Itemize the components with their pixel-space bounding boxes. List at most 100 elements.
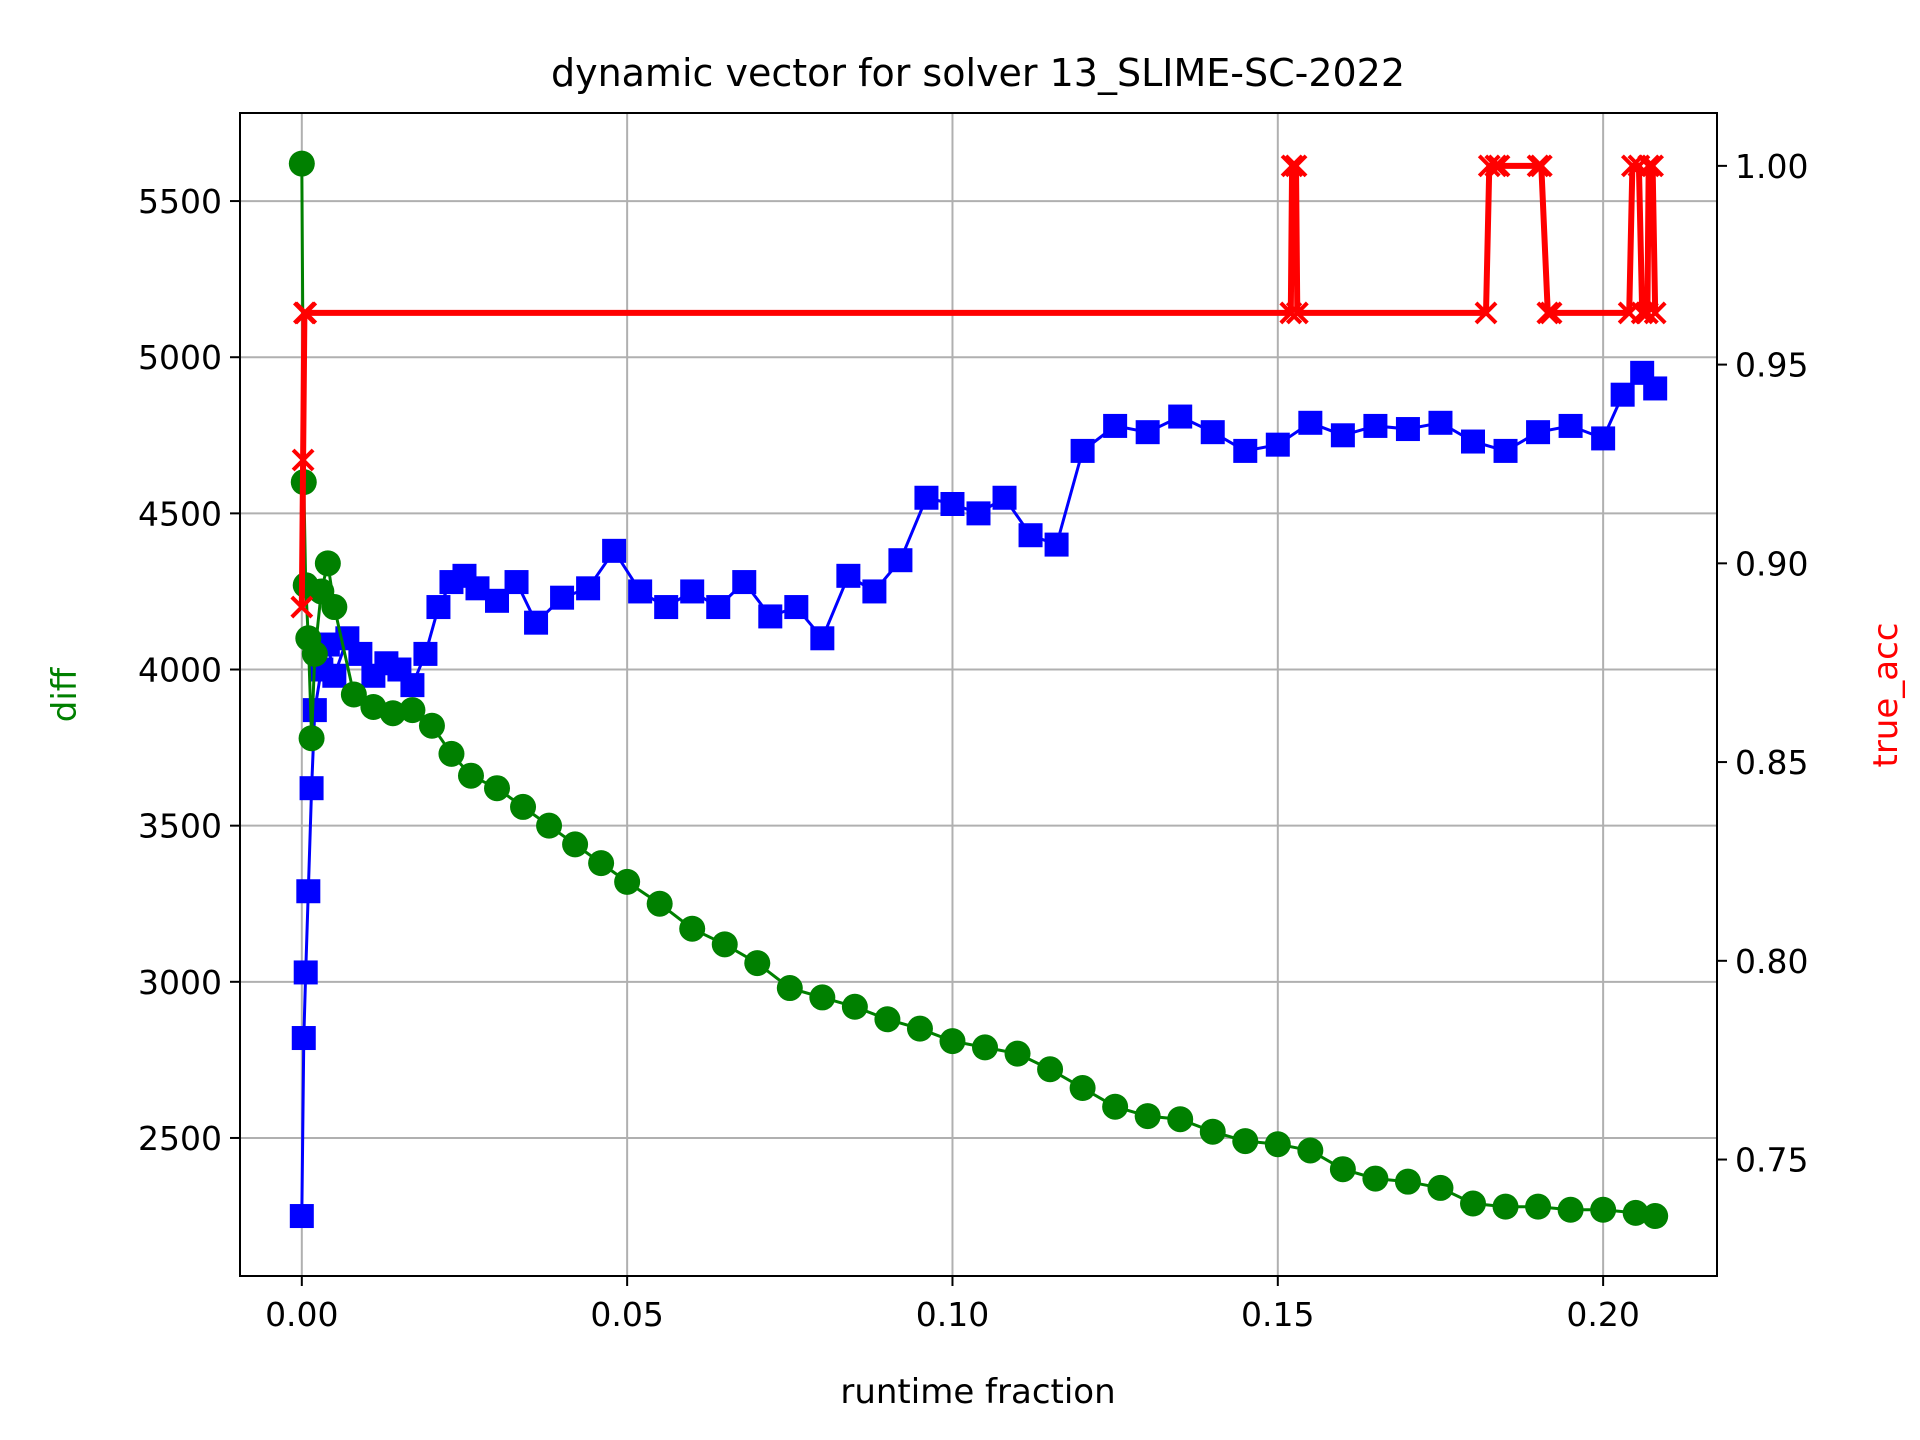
data-point: [457, 762, 484, 789]
data-point: [1642, 1203, 1669, 1230]
x-tick-label: 0.20: [1566, 1295, 1639, 1334]
data-point: [966, 501, 991, 526]
data-point: [576, 576, 601, 601]
data-point: [1004, 1040, 1031, 1067]
data-point: [940, 491, 965, 516]
data-point: [438, 740, 465, 767]
data-point: [809, 984, 836, 1011]
data-point: [1168, 404, 1193, 429]
data-point: [291, 1026, 316, 1051]
data-point: [1493, 438, 1518, 463]
left-y-tick-label: 4000: [138, 651, 222, 690]
left-y-tick-label: 5000: [138, 338, 222, 377]
data-point: [296, 879, 321, 904]
data-point: [1279, 301, 1303, 325]
data-point: [906, 1015, 933, 1042]
data-point: [841, 993, 868, 1020]
x-axis: 0.00 0.05 0.10 0.15 0.20: [265, 1276, 1640, 1334]
data-point: [1102, 1093, 1129, 1120]
data-point: [348, 641, 373, 666]
right-y-tick-label: 0.90: [1735, 544, 1808, 583]
data-point: [291, 448, 315, 472]
data-point: [1199, 1118, 1226, 1145]
data-point: [1329, 1156, 1356, 1183]
data-point: [413, 641, 438, 666]
plot-area: [288, 150, 1669, 1230]
data-point: [862, 579, 887, 604]
data-point: [1363, 413, 1388, 438]
data-point: [1492, 1193, 1519, 1220]
data-point: [1265, 432, 1290, 457]
data-point: [1610, 382, 1635, 407]
data-point: [1037, 1056, 1064, 1083]
right-y-tick-label: 0.80: [1735, 942, 1808, 981]
x-tick-label: 0.10: [916, 1295, 989, 1334]
left-y-tick-label: 3500: [138, 807, 222, 846]
data-point: [1529, 154, 1553, 178]
axes-frame: [239, 112, 1718, 1277]
data-point: [628, 579, 653, 604]
right-y-axis-label: true_acc: [1866, 623, 1906, 768]
data-point: [1460, 1190, 1487, 1217]
data-point: [418, 712, 445, 739]
data-point: [289, 1204, 314, 1229]
data-point: [1637, 154, 1661, 178]
data-point: [290, 595, 314, 619]
data-point: [1395, 417, 1420, 442]
data-point: [1428, 410, 1453, 435]
data-point: [1232, 1128, 1259, 1155]
left-y-tick-label: 3000: [138, 963, 222, 1002]
data-point: [1069, 1074, 1096, 1101]
data-point: [1526, 420, 1551, 445]
data-point: [1526, 154, 1550, 178]
data-point: [914, 485, 939, 510]
data-point: [550, 585, 575, 610]
right-y-tick-label: 1.00: [1735, 147, 1808, 186]
data-point: [302, 698, 327, 723]
right-y-tick-label: 0.85: [1735, 743, 1808, 782]
data-point: [1362, 1165, 1389, 1192]
data-point: [744, 950, 771, 977]
data-point: [1487, 154, 1511, 178]
data-point: [400, 673, 425, 698]
data-point: [1330, 423, 1355, 448]
data-point: [602, 538, 627, 563]
data-point: [510, 793, 537, 820]
data-point: [810, 626, 835, 651]
data-point: [1536, 301, 1560, 325]
data-point: [1622, 1199, 1649, 1226]
data-point: [1557, 1196, 1584, 1223]
chart-title: dynamic vector for solver 13_SLIME-SC-20…: [551, 51, 1405, 95]
data-point: [1427, 1174, 1454, 1201]
right-y-axis: 0.75 0.80 0.85 0.90 0.95 1.00: [1717, 147, 1808, 1180]
data-point: [1018, 523, 1043, 548]
data-point: [1285, 301, 1309, 325]
data-point: [1641, 154, 1664, 178]
data-point: [1525, 1193, 1552, 1220]
right-y-tick-label: 0.75: [1735, 1141, 1808, 1180]
data-point: [536, 812, 563, 839]
data-point: [399, 697, 426, 724]
data-point: [679, 915, 706, 942]
data-point: [1298, 410, 1323, 435]
data-point: [1484, 154, 1508, 178]
data-point: [992, 485, 1017, 510]
data-point: [1591, 426, 1616, 451]
data-point: [1643, 376, 1668, 401]
left-y-axis: 2500 3000 3500 4000 4500 5000 5500: [138, 182, 240, 1158]
data-point: [360, 693, 387, 720]
left-y-tick-label: 5500: [138, 182, 222, 221]
x-tick-label: 0.15: [1241, 1295, 1314, 1334]
data-point: [1461, 429, 1486, 454]
data-point: [1134, 1103, 1161, 1130]
x-tick-label: 0.05: [590, 1295, 663, 1334]
left-y-axis-label: diff: [45, 666, 85, 722]
series-0: [288, 150, 1669, 1230]
data-point: [1643, 301, 1667, 325]
right-y-tick-label: 0.95: [1735, 346, 1808, 385]
data-point: [939, 1028, 966, 1055]
data-point: [1297, 1137, 1324, 1164]
x-tick-label: 0.00: [265, 1295, 338, 1334]
data-point: [732, 570, 757, 595]
data-point: [298, 725, 325, 752]
